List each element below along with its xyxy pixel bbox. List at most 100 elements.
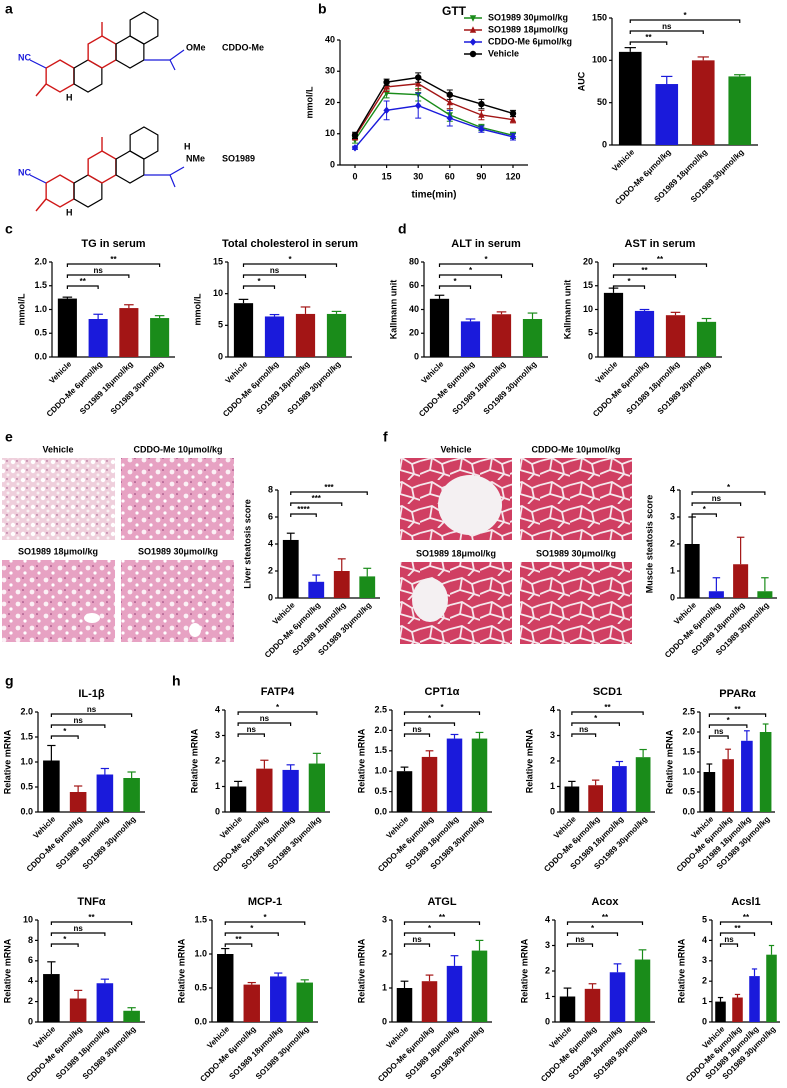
- y-tick-label: 2.0: [20, 706, 33, 716]
- y-axis-label: Muscle steatosis score: [644, 495, 654, 594]
- y-tick-label: 0.0: [20, 806, 33, 816]
- point: [509, 133, 517, 141]
- legend-marker: [469, 38, 477, 46]
- y-tick-label: 2: [382, 948, 387, 958]
- liver-micrographs: Vehicle CDDO-Me 10μmol/kg SO1989 18μmol/…: [2, 444, 234, 642]
- significance-label: ns: [260, 714, 270, 723]
- legend-label: SO1989 18μmol/kg: [488, 24, 568, 34]
- significance-bracket: [403, 932, 456, 936]
- significance-bracket: [708, 735, 729, 739]
- bar: [741, 740, 753, 812]
- significance-bracket: [708, 713, 767, 717]
- y-tick-label: 80: [409, 256, 419, 266]
- chart-title: FATP4: [261, 686, 295, 698]
- significance-bracket: [224, 921, 306, 925]
- bar: [446, 738, 463, 812]
- y-tick-label: 10: [213, 288, 223, 298]
- bar: [96, 983, 114, 1022]
- y-tick-label: 0: [545, 1016, 550, 1026]
- bar: [471, 950, 488, 1022]
- series-line: [354, 104, 514, 149]
- y-axis-label: Relative mRNA: [2, 729, 12, 794]
- y-tick-label: 0.0: [682, 806, 695, 816]
- legend-marker: [469, 26, 477, 33]
- micrograph-label: CDDO-Me 10μmol/kg: [531, 444, 620, 454]
- structure-cddo-me: NC H OMe CDDO-Me: [18, 11, 264, 102]
- y-tick-label: 1.5: [34, 280, 47, 290]
- y-axis-label: mmol/L: [304, 86, 314, 119]
- significance-bracket: [237, 733, 265, 737]
- y-tick-label: 0: [215, 806, 220, 816]
- micrograph-label: SO1989 18μmol/kg: [18, 546, 98, 556]
- significance-bracket: [290, 491, 368, 495]
- x-tick-label: Vehicle: [47, 359, 73, 385]
- significance-label: **: [602, 913, 609, 922]
- x-tick-label: SO1989 18μmol/kg: [255, 359, 312, 416]
- y-tick-label: 2.0: [34, 256, 47, 266]
- bar: [421, 756, 438, 812]
- legend-label: Vehicle: [488, 48, 519, 58]
- point: [478, 111, 485, 118]
- bar: [123, 1010, 140, 1022]
- bar: [691, 60, 715, 146]
- bar: [733, 564, 749, 598]
- bar: [446, 965, 463, 1022]
- hydrogen-label: H: [66, 207, 73, 217]
- bar: [150, 318, 170, 357]
- significance-bracket: [242, 274, 307, 278]
- point: [446, 114, 453, 122]
- bar: [326, 313, 347, 357]
- y-tick-label: 40: [325, 34, 335, 44]
- y-tick-label: 1.0: [682, 766, 695, 776]
- x-axis-label: time(min): [412, 190, 457, 201]
- point: [415, 101, 422, 110]
- y-tick-label: 1: [702, 996, 707, 1006]
- x-tick-label: SO1989 30μmol/kg: [81, 814, 138, 871]
- significance-bracket: [224, 932, 279, 936]
- significance-label: *: [703, 505, 707, 514]
- bar: [69, 792, 87, 812]
- bar: [282, 769, 299, 812]
- y-axis-label: mmol/L: [192, 293, 202, 326]
- significance-bracket: [50, 932, 106, 936]
- y-tick-label: 4: [670, 484, 675, 494]
- point: [509, 110, 517, 117]
- y-tick-label: 0: [218, 351, 223, 361]
- significance-bracket: [719, 921, 773, 925]
- chart-title: ATGL: [427, 896, 456, 908]
- bar: [715, 1001, 726, 1022]
- significance-bracket: [66, 274, 130, 278]
- x-tick-label: CDDO-Me 6μmol/kg: [417, 359, 476, 418]
- y-tick-label: 60: [409, 280, 419, 290]
- y-tick-label: 2.5: [682, 706, 695, 716]
- micrograph-label: SO1989 30μmol/kg: [536, 548, 616, 558]
- significance-label: ns: [579, 725, 589, 734]
- y-tick-label: 20: [409, 328, 419, 338]
- y-axis-label: Relative mRNA: [664, 729, 674, 794]
- y-tick-label: 8: [268, 484, 273, 494]
- cyano-label: NC: [18, 52, 31, 62]
- bar: [233, 303, 254, 357]
- significance-label: ns: [247, 725, 257, 734]
- x-tick-label: Vehicle: [610, 147, 636, 173]
- significance-label: ns: [662, 22, 672, 31]
- panel-label: b: [318, 1, 327, 17]
- y-tick-label: 1: [550, 781, 555, 791]
- amide-h-label: H: [184, 141, 191, 151]
- chart-title: GTT: [442, 4, 467, 18]
- y-tick-label: 1.0: [20, 756, 33, 766]
- point: [383, 106, 390, 115]
- significance-bracket: [719, 943, 739, 947]
- bar: [665, 315, 686, 357]
- series-line: [354, 92, 514, 141]
- significance-label: **: [645, 33, 652, 42]
- y-axis-label: Relative mRNA: [356, 728, 366, 793]
- bar: [559, 996, 576, 1022]
- significance-label: *: [276, 703, 280, 712]
- y-tick-label: 15: [213, 256, 223, 266]
- y-tick-label: 1: [215, 781, 220, 791]
- y-tick-label: 1.5: [682, 746, 695, 756]
- y-tick-label: 2: [545, 965, 550, 975]
- significance-bracket: [438, 274, 503, 278]
- x-tick-label: Vehicle: [224, 359, 250, 385]
